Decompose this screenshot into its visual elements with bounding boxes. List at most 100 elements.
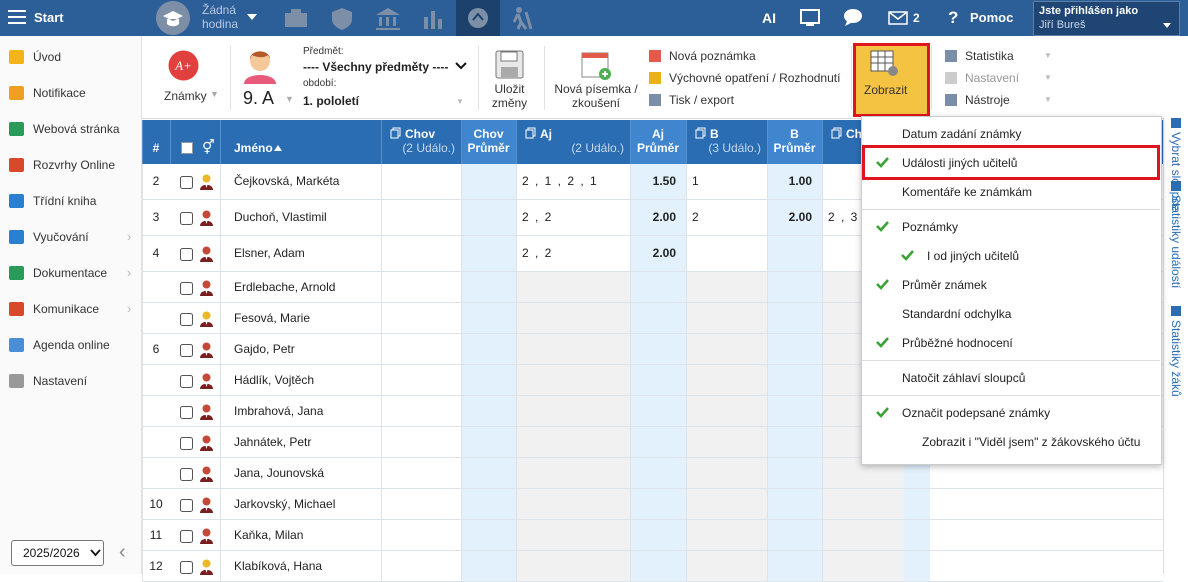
menu-item[interactable]: Průměr známek [902,278,987,292]
sidebar-item[interactable]: Dokumentace [33,266,108,280]
year-select[interactable]: 2025/2026 [11,540,104,566]
period-select[interactable]: 1. pololetí [303,94,360,108]
header-cell [630,120,687,164]
header-label[interactable]: Ch [846,127,862,141]
stats-button[interactable]: Statistika [965,49,1014,63]
student-icon [200,466,213,482]
start-label[interactable]: Start [34,10,64,25]
settings-icon [945,72,957,84]
sidebar-item[interactable]: Třídní kniha [33,194,97,208]
help-icon[interactable]: ? [948,8,959,27]
menu-item[interactable]: Standardní odchylka [902,307,1012,321]
student-name[interactable]: Fesová, Marie [234,310,311,325]
table-cell [142,272,171,303]
subject-select[interactable]: ---- Všechny předměty ---- [303,60,449,74]
sidebar-item[interactable]: Rozvrhy Online [33,158,116,172]
table-cell [686,164,768,200]
table-cell [516,303,631,334]
grades[interactable]: 1 [692,174,699,188]
grades[interactable]: 2 , 1 , 2 , 1 [522,174,597,188]
grades[interactable]: 2 [692,210,699,224]
measure-button[interactable]: Výchovné opatření / Rozhodnutí [669,71,841,85]
mail-icon [888,11,908,25]
menu-item[interactable]: Průběžné hodnocení [902,336,1013,350]
table-cell [630,551,687,582]
student-icon [200,174,213,190]
sidebar-item[interactable]: Notifikace [33,86,86,100]
header-sublabel[interactable]: Průměr [773,141,816,155]
menu-item[interactable]: Události jiných učitelů [902,156,1018,170]
row-checkbox [180,281,193,295]
table-cell [767,303,823,334]
header-label[interactable]: B [790,127,799,141]
student-name[interactable]: Imbrahová, Jana [234,403,324,418]
ai-button[interactable]: AI [762,10,776,26]
menu-item[interactable]: Poznámky [902,220,959,234]
student-name[interactable]: Duchoň, Vlastimil [234,210,327,224]
save-button[interactable]: Uložit změny [491,82,528,110]
student-icon [200,435,213,451]
grades[interactable]: 2 , 3 [828,210,858,224]
copy-icon [525,127,536,139]
class-label[interactable]: 9. A [243,88,275,108]
collapse-sidebar[interactable]: ‹ [119,541,126,563]
show-label[interactable]: Zobrazit [864,83,908,97]
menu-item[interactable]: I od jiných učitelů [927,249,1020,263]
student-name[interactable]: Kaňka, Milan [234,527,304,542]
help-button[interactable]: Pomoc [970,10,1014,25]
header-label[interactable]: B [710,127,719,141]
row-number: 12 [149,558,163,573]
lesson-label[interactable]: Žádná hodina [202,3,239,31]
side-panel-button[interactable]: Statistiky událostí [1169,195,1183,289]
student-name[interactable]: Erdlebache, Arnold [234,279,336,294]
header-sublabel[interactable]: Průměr [636,141,680,155]
sidebar-item[interactable]: Vyučování [33,230,89,244]
measure-icon [649,72,661,84]
menu-item[interactable]: Datum zadání známky [902,127,1022,141]
sidebar-item[interactable]: Agenda online [33,338,110,352]
header-label[interactable]: Chov [405,127,435,141]
new-exam-button[interactable]: Nová písemka / zkoušení [554,82,638,110]
header-label[interactable]: Chov [473,127,504,141]
menu-item[interactable]: Komentáře ke známkám [902,185,1033,199]
menu-item[interactable]: Zobrazit i "Viděl jsem" z žákovského účt… [922,435,1141,449]
settings-button[interactable]: Nastavení [965,71,1020,85]
side-panel-icon [1171,306,1181,316]
student-name[interactable]: Čejkovská, Markéta [234,174,340,188]
student-name[interactable]: Jarkovský, Michael [234,496,336,511]
sidebar-item[interactable]: Webová stránka [33,122,120,136]
table-cell [142,236,171,272]
header-label[interactable]: Aj [540,127,552,141]
tools-button[interactable]: Nástroje [965,93,1010,107]
messages-count[interactable]: 2 [913,11,920,25]
student-name[interactable]: Jana, Jounovská [234,465,325,480]
menu-item[interactable]: Označit podepsané známky [902,406,1051,420]
student-name[interactable]: Hádlík, Vojtěch [234,372,315,387]
grades-button[interactable]: Známky [164,89,207,103]
row-cell [170,365,221,395]
header-sublabel[interactable]: Průměr [467,141,510,155]
sidebar-item[interactable]: Úvod [33,50,62,64]
grades[interactable]: 2 , 2 [522,246,552,260]
submenu-arrow: › [127,301,132,316]
student-name[interactable]: Gajdo, Petr [234,341,295,356]
student-name[interactable]: Klabíková, Hana [234,558,323,573]
student-name[interactable]: Elsner, Adam [234,246,305,260]
sidebar-item[interactable]: Nastavení [33,374,88,388]
table-cell [220,520,382,551]
student-name[interactable]: Jahnátek, Petr [234,434,312,449]
side-panel-button[interactable]: Statistiky žáků [1169,320,1183,397]
header-label[interactable]: # [152,141,160,155]
new-note-button[interactable]: Nová poznámka [669,49,756,63]
header-label[interactable]: Aj [652,127,664,141]
sidebar-item[interactable]: Komunikace [33,302,100,316]
toolbar-separator [230,46,231,110]
side-panel-button[interactable]: Vybrat sloupce [1169,132,1183,211]
menu-item[interactable]: Natočit záhlaví sloupců [902,371,1026,385]
print-button[interactable]: Tisk / export [669,93,734,107]
grades[interactable]: 2 , 2 [522,210,552,224]
nav-icon [424,11,442,29]
row-checkbox [180,498,193,512]
header-label[interactable]: Jméno [234,141,273,155]
user-box[interactable] [1033,1,1180,36]
